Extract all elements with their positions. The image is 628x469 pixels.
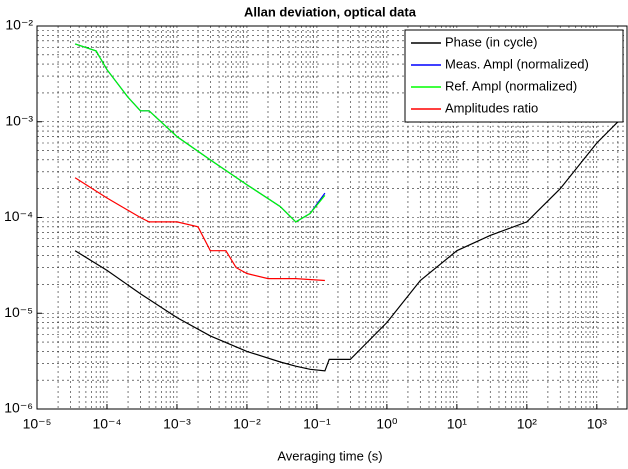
y-tick-label: 10⁻⁴ [4,208,33,224]
x-tick-label: 10⁻² [233,416,261,432]
chart-title: Allan deviation, optical data [244,4,417,19]
y-tick-label: 10⁻⁵ [4,304,33,320]
x-tick-label: 10¹ [447,416,468,432]
x-tick-label: 10³ [587,416,608,432]
x-axis-label: Averaging time (s) [277,448,382,463]
x-tick-label: 10⁻³ [163,416,191,432]
series-line [74,177,325,282]
series-line [74,121,619,372]
legend-label: Ref. Ampl (normalized) [445,78,577,93]
x-tick-label: 10⁰ [376,416,398,432]
legend-label: Amplitudes ratio [445,100,538,115]
x-tick-label: 10⁻⁴ [92,416,121,432]
legend-label: Phase (in cycle) [445,34,537,49]
y-tick-label: 10⁻² [5,17,33,33]
plot-frame [36,25,628,410]
x-tick-label: 10⁻¹ [303,416,331,432]
x-tick-label: 10⁻⁵ [23,416,52,432]
legend-box [404,29,624,123]
y-tick-label: 10⁻³ [5,112,33,128]
legend-label: Meas. Ampl (normalized) [445,56,589,71]
series-line [74,43,326,223]
x-tick-label: 10² [517,416,538,432]
y-tick-label: 10⁻⁶ [4,400,33,416]
